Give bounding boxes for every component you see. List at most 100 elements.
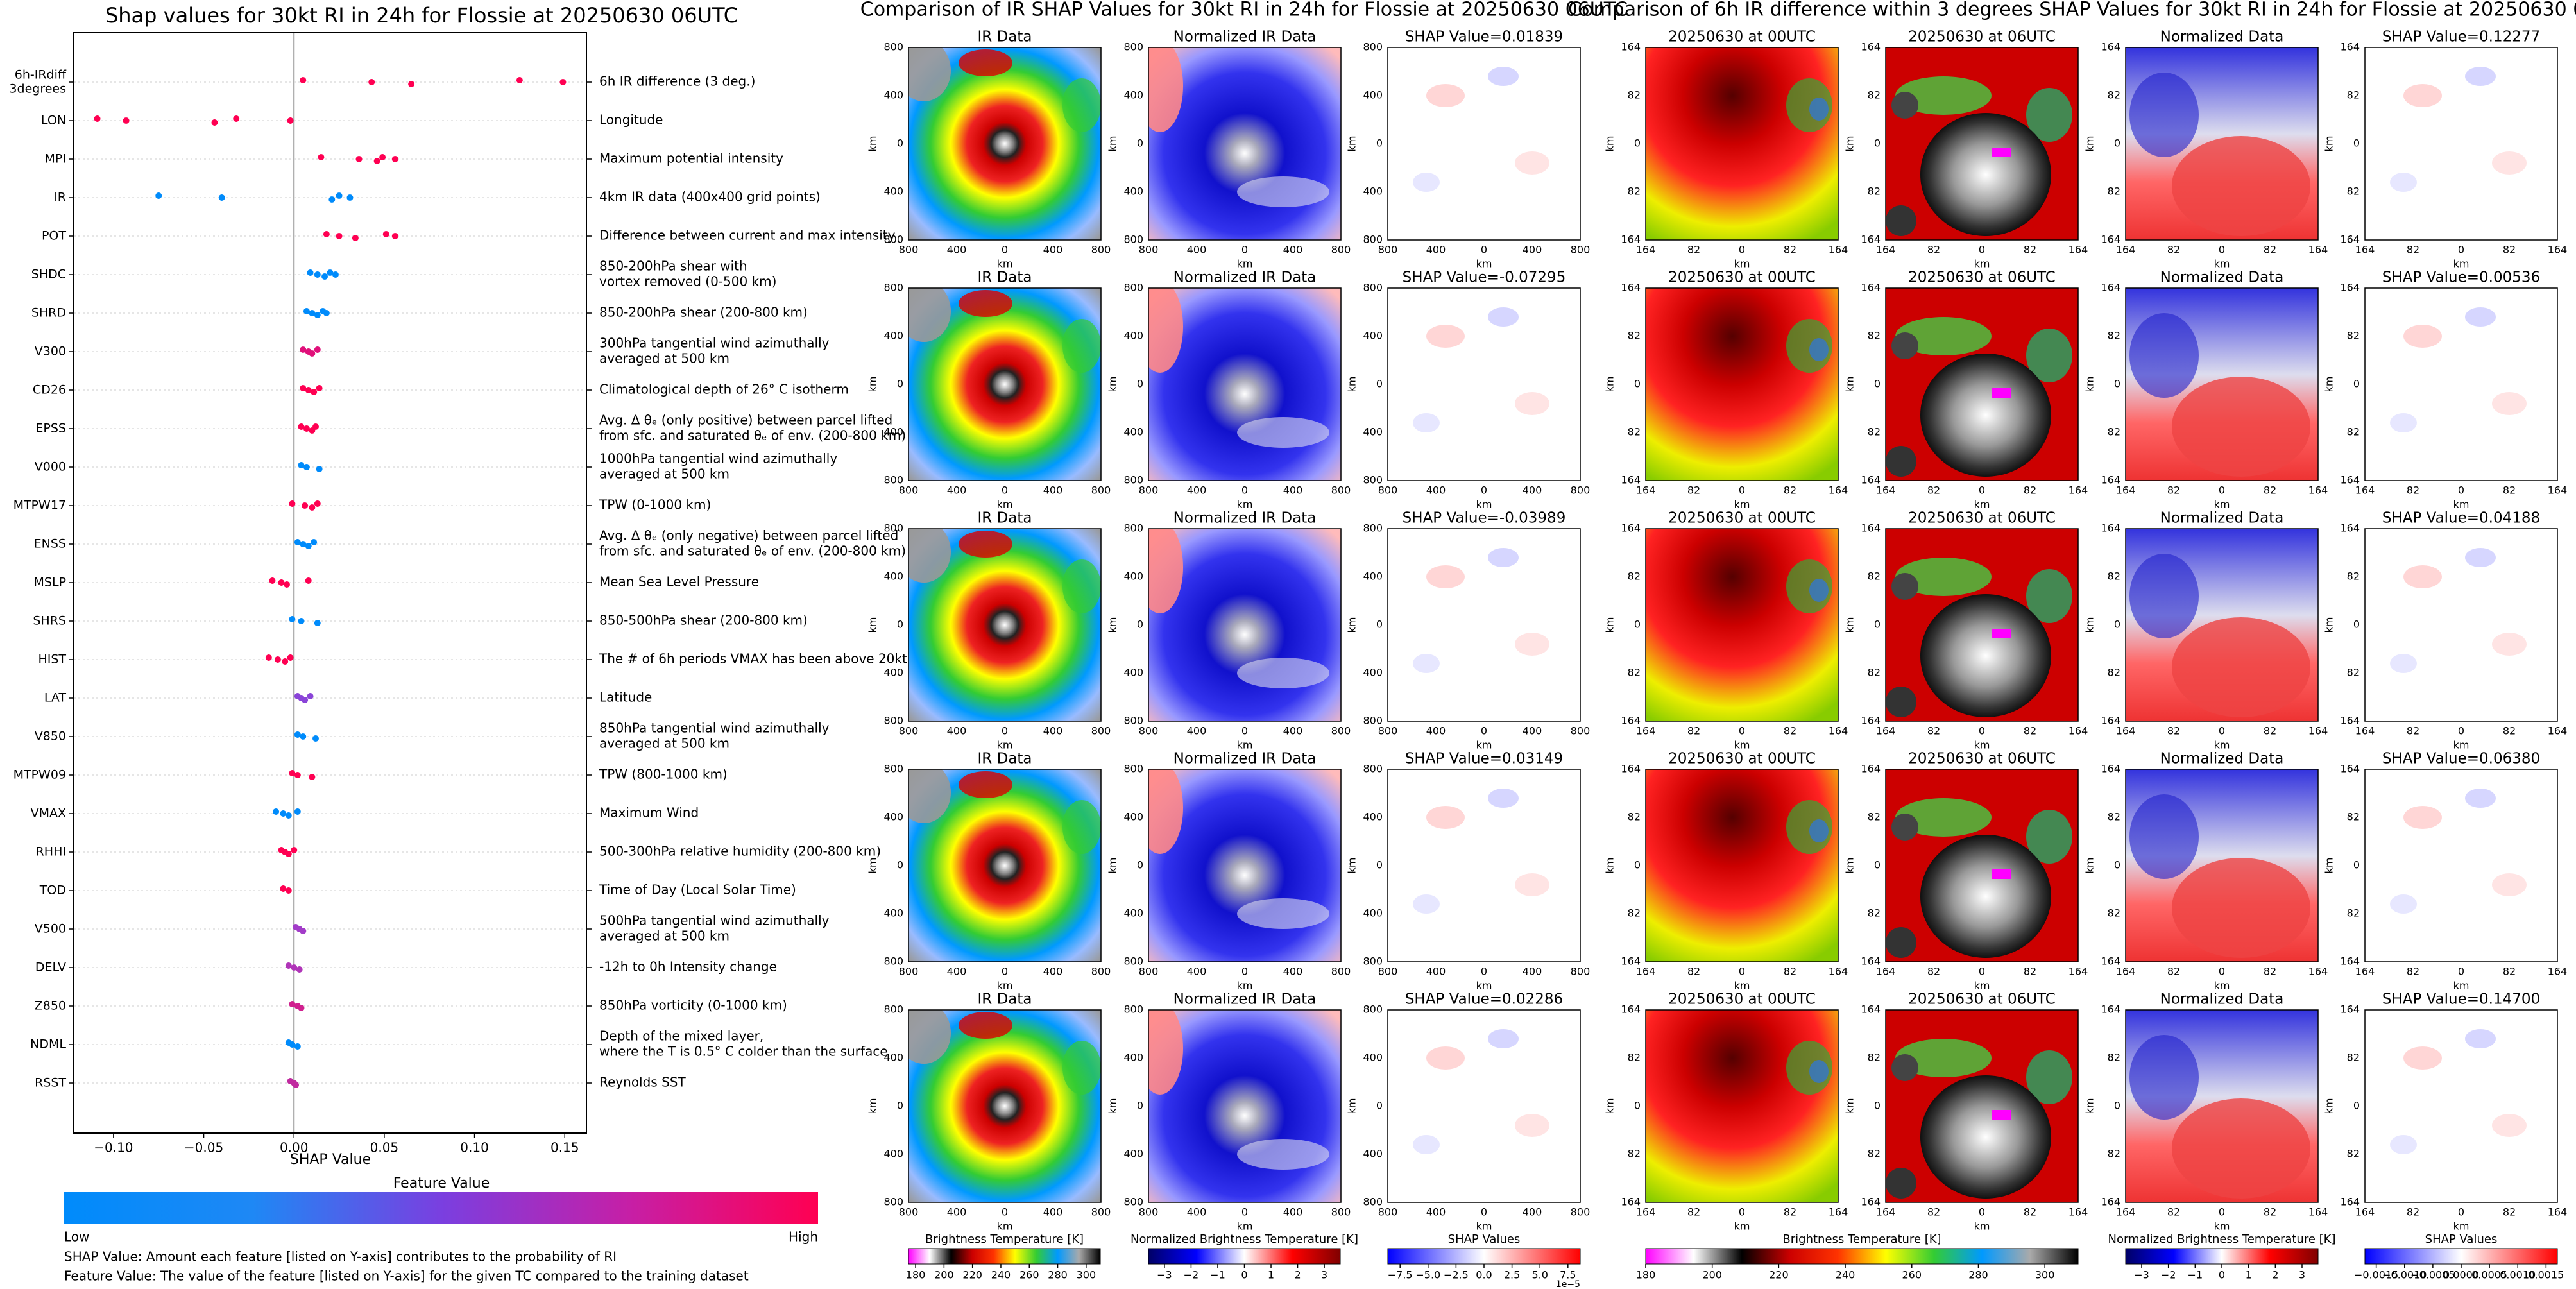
colorbar-tick-label: 5.0 (1531, 1269, 1548, 1281)
feature-description: Difference between current and max inten… (599, 228, 896, 243)
shap-point (294, 1043, 301, 1050)
panel-frame (1885, 769, 2079, 962)
y-tick-label: 0 (1137, 378, 1143, 390)
panel-frame (2125, 47, 2319, 241)
x-tick-label: 82 (2264, 244, 2276, 256)
y-tick-label: 82 (2347, 89, 2360, 101)
panel-title: 20250630 at 00UTC (1668, 269, 1816, 286)
shap-point (309, 774, 316, 780)
x-tick-label: 164 (2116, 725, 2136, 737)
y-tick-label: 400 (1363, 89, 1383, 101)
shap-point (305, 543, 312, 549)
cloud (1062, 559, 1101, 613)
x-tick-label: −0.10 (94, 1140, 133, 1156)
x-axis-label: km (2453, 739, 2469, 751)
x-axis-label: km (997, 258, 1013, 270)
y-tick-label: 82 (2108, 330, 2120, 342)
shap-point (323, 310, 330, 316)
colorbar-label: Normalized Brightness Temperature [K] (1130, 1233, 1358, 1246)
x-tick-label: 800 (1331, 725, 1351, 737)
x-tick-label: 164 (2355, 484, 2375, 497)
pos (1515, 873, 1549, 896)
x-tick-label: 82 (2264, 966, 2276, 978)
colorbar (1645, 1248, 2079, 1265)
colorbar (1387, 1248, 1581, 1265)
x-tick-label: 164 (1829, 244, 1848, 256)
panel-frame (1387, 769, 1581, 962)
shap-point (302, 697, 309, 703)
y-axis-label: km (2084, 1098, 2096, 1114)
feature-description: averaged at 500 km (599, 351, 729, 366)
panel-title: Normalized IR Data (1173, 29, 1317, 46)
colorbar-tick-label: 220 (1769, 1269, 1789, 1281)
x-axis-label: km (997, 739, 1013, 751)
x-tick-label: 164 (1876, 484, 1896, 497)
warm (1148, 1010, 1183, 1095)
feature-label: SHRD (31, 306, 66, 320)
colorbar-label: SHAP Values (1448, 1233, 1521, 1246)
y-tick-label: 164 (2340, 41, 2360, 53)
feature-label: V000 (35, 460, 66, 474)
x-tick-label: 400 (1283, 484, 1303, 497)
band (1237, 417, 1329, 448)
y-tick-label: 400 (883, 330, 903, 342)
y-tick-label: 0 (1634, 859, 1641, 871)
note: Feature Value: The value of the feature … (64, 1268, 749, 1284)
feature-description: 500-300hPa relative humidity (200-800 km… (599, 844, 881, 859)
colorbar (908, 1248, 1101, 1265)
x-tick-label: 800 (1571, 725, 1591, 737)
x-tick-label: 82 (2407, 244, 2419, 256)
green (2026, 569, 2072, 623)
x-tick-label: 164 (2355, 244, 2375, 256)
colorbar-tick-label: −5.0 (1415, 1269, 1440, 1281)
y-tick-label: 164 (1621, 474, 1641, 486)
warm (1148, 529, 1183, 613)
feature-label: RSST (35, 1076, 66, 1090)
edge (1886, 205, 1916, 236)
y-tick-label: 164 (1861, 715, 1881, 727)
image-panel (1886, 769, 2078, 962)
y-tick-label: 0 (1874, 859, 1881, 871)
marker (1992, 869, 2011, 879)
y-tick-label: 0 (2114, 137, 2120, 149)
image-panel (1148, 529, 1341, 721)
figure-title: Comparison of 6h IR difference within 3 … (1568, 0, 2576, 21)
x-tick-label: 800 (1571, 244, 1591, 256)
x-axis-label: km (997, 499, 1013, 511)
x-axis-label: km (2453, 499, 2469, 511)
x-tick-label: 82 (2407, 725, 2419, 737)
x-tick-label: 164 (1876, 725, 1896, 737)
warm (1148, 47, 1183, 132)
shap-point (300, 928, 307, 934)
x-tick-label: 0 (1002, 484, 1008, 497)
image-panel (2126, 529, 2318, 721)
feature-description: where the T is 0.5° C colder than the su… (599, 1044, 888, 1059)
x-tick-label: 0.10 (460, 1140, 489, 1156)
y-tick-label: 82 (1868, 185, 1881, 198)
x-tick-label: 0 (2458, 966, 2464, 978)
x-tick-label: 0 (1241, 1206, 1248, 1218)
bg (2365, 769, 2557, 962)
shap-point (155, 192, 162, 199)
image-panel (1886, 47, 2078, 240)
shap-point (311, 539, 318, 545)
edge (1886, 1168, 1916, 1199)
green (1895, 1039, 1992, 1077)
x-tick-label: 0 (1979, 484, 1985, 497)
image-panel (1148, 1010, 1341, 1202)
x-tick-label: 0 (2458, 244, 2464, 256)
y-tick-label: 400 (1363, 907, 1383, 919)
blue (1809, 338, 1829, 361)
y-tick-label: 0 (2353, 137, 2360, 149)
x-tick-label: 0 (1481, 484, 1487, 497)
panel-frame (1645, 287, 1839, 481)
x-axis-label: km (997, 980, 1013, 992)
marker (1992, 388, 2011, 398)
colorbar-tick-label: −2.5 (1444, 1269, 1469, 1281)
panel-frame (908, 1009, 1102, 1203)
x-tick-label: 800 (1378, 966, 1398, 978)
panel-frame (908, 287, 1102, 481)
x-tick-label: 82 (2503, 966, 2516, 978)
x-tick-label: 164 (2355, 725, 2375, 737)
y-tick-label: 800 (883, 1196, 903, 1208)
